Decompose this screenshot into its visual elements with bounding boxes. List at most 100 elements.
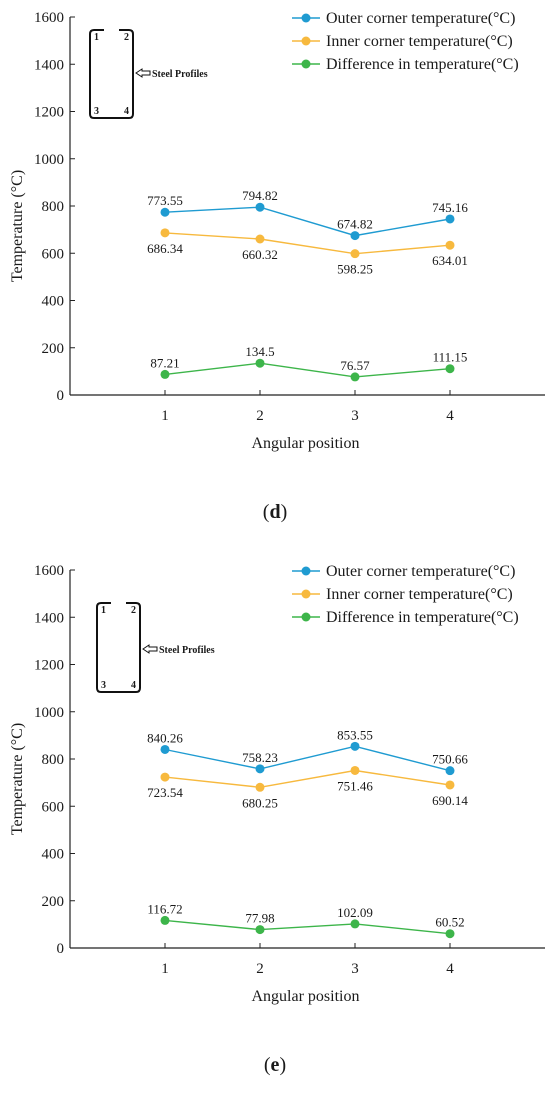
corner-number: 3 bbox=[101, 680, 106, 691]
data-point bbox=[350, 919, 360, 929]
y-tick-label: 0 bbox=[57, 388, 65, 404]
chart-panel-e: 0 200 400 600 800 1000 1200 1400 1600 1 2 3 4 Angular… bbox=[0, 553, 550, 1106]
data-label: 773.55 bbox=[147, 193, 183, 208]
data-label: 680.25 bbox=[242, 795, 278, 810]
legend-entry: Inner corner temperature(°C) bbox=[326, 586, 513, 603]
data-point bbox=[350, 249, 360, 259]
data-point bbox=[160, 744, 170, 754]
panel-letter: e bbox=[271, 1054, 280, 1076]
corner-number: 4 bbox=[131, 680, 136, 691]
legend-marker bbox=[301, 612, 311, 622]
legend-marker bbox=[301, 13, 311, 23]
data-label: 634.01 bbox=[432, 253, 468, 268]
chart-panel-d: 0 200 400 600 800 1000 1200 1400 1600 1 2 3 4 Angular… bbox=[9, 10, 545, 523]
x-tick-label: 1 bbox=[161, 961, 169, 977]
y-tick-label: 1600 bbox=[34, 10, 64, 26]
y-tick-label: 200 bbox=[42, 894, 65, 910]
y-tick-label: 200 bbox=[42, 341, 65, 357]
corner-number: 2 bbox=[131, 605, 136, 616]
corner-number: 3 bbox=[94, 106, 99, 117]
y-tick-label: 1000 bbox=[34, 152, 64, 168]
data-label: 853.55 bbox=[337, 727, 373, 742]
y-tick-label: 1200 bbox=[34, 658, 64, 674]
series-line-3 bbox=[164, 362, 451, 378]
steel-profile-inset: 1 2 3 4 Steel Profiles bbox=[96, 602, 215, 693]
x-tick-label: 1 bbox=[161, 408, 169, 424]
data-point bbox=[255, 925, 265, 935]
y-tick-label: 400 bbox=[42, 847, 65, 863]
series-line-1 bbox=[164, 206, 451, 237]
data-label: 660.32 bbox=[242, 247, 278, 262]
data-label: 794.82 bbox=[242, 188, 278, 203]
data-label: 87.21 bbox=[150, 355, 179, 370]
corner-number: 4 bbox=[124, 106, 129, 117]
panel-letter: d bbox=[269, 501, 280, 523]
series-line-2 bbox=[164, 232, 451, 255]
data-label: 686.34 bbox=[147, 241, 183, 256]
data-point bbox=[160, 369, 170, 379]
arrow-icon bbox=[142, 644, 158, 654]
data-point bbox=[445, 780, 455, 790]
data-point bbox=[160, 772, 170, 782]
panel-label: (d) bbox=[263, 501, 287, 523]
data-point bbox=[445, 364, 455, 374]
inset-label: Steel Profiles bbox=[159, 645, 215, 656]
data-point bbox=[255, 234, 265, 244]
x-tick-label: 4 bbox=[446, 961, 454, 977]
y-tick-label: 1600 bbox=[34, 563, 64, 579]
inset-label: Steel Profiles bbox=[152, 69, 208, 80]
legend-entry: Difference in temperature(°C) bbox=[326, 609, 519, 626]
y-tick-label: 800 bbox=[42, 752, 65, 768]
data-label: 102.09 bbox=[337, 905, 373, 920]
series-line-1 bbox=[164, 745, 451, 772]
legend-entry: Outer corner temperature(°C) bbox=[326, 10, 515, 27]
legend-entry: Outer corner temperature(°C) bbox=[326, 563, 515, 580]
y-tick-label: 1400 bbox=[34, 57, 64, 73]
y-tick-label: 1000 bbox=[34, 705, 64, 721]
legend-entry: Difference in temperature(°C) bbox=[326, 56, 519, 73]
data-label: 598.25 bbox=[337, 262, 373, 277]
data-label: 745.16 bbox=[432, 200, 468, 215]
y-tick-label: 800 bbox=[42, 199, 65, 215]
legend-marker bbox=[301, 566, 311, 576]
data-point bbox=[160, 915, 170, 925]
data-point bbox=[255, 764, 265, 774]
data-point bbox=[160, 207, 170, 217]
chart-d: 0 200 400 600 800 1000 1200 1400 1600 1 2 3 4 Angular… bbox=[9, 10, 545, 523]
legend-marker bbox=[301, 36, 311, 46]
x-tick-label: 2 bbox=[256, 408, 264, 424]
data-point bbox=[350, 765, 360, 775]
data-label: 690.14 bbox=[432, 793, 468, 808]
series-line-2 bbox=[164, 769, 451, 789]
data-label: 76.57 bbox=[340, 358, 370, 373]
panel-label: (e) bbox=[264, 1054, 286, 1076]
arrow-icon bbox=[135, 68, 151, 78]
data-point bbox=[255, 358, 265, 368]
y-tick-label: 600 bbox=[42, 246, 65, 262]
y-tick-label: 0 bbox=[57, 941, 65, 957]
x-tick-label: 2 bbox=[256, 961, 264, 977]
steel-profile-outline bbox=[89, 29, 134, 119]
data-label: 840.26 bbox=[147, 730, 183, 745]
x-axis-label: Angular position bbox=[252, 988, 360, 1005]
x-tick-label: 3 bbox=[351, 408, 359, 424]
data-point bbox=[445, 214, 455, 224]
x-axis-label: Angular position bbox=[252, 435, 360, 452]
y-tick-label: 1400 bbox=[34, 610, 64, 626]
corner-number: 2 bbox=[124, 32, 129, 43]
data-label: 751.46 bbox=[337, 778, 373, 793]
corner-number: 1 bbox=[101, 605, 106, 616]
data-point bbox=[350, 372, 360, 382]
panel-paren-close: ) bbox=[281, 501, 288, 523]
panel-paren-close: ) bbox=[279, 1054, 286, 1076]
data-point bbox=[350, 231, 360, 241]
legend-entry: Inner corner temperature(°C) bbox=[326, 33, 513, 50]
data-point bbox=[350, 741, 360, 751]
panel-paren-open: ( bbox=[264, 1054, 271, 1076]
data-point bbox=[445, 929, 455, 939]
series-line-3 bbox=[164, 919, 451, 935]
data-point bbox=[255, 202, 265, 212]
y-axis-label: Temperature (°C) bbox=[9, 723, 26, 835]
steel-profile-outline bbox=[96, 602, 141, 693]
data-label: 674.82 bbox=[337, 217, 373, 232]
